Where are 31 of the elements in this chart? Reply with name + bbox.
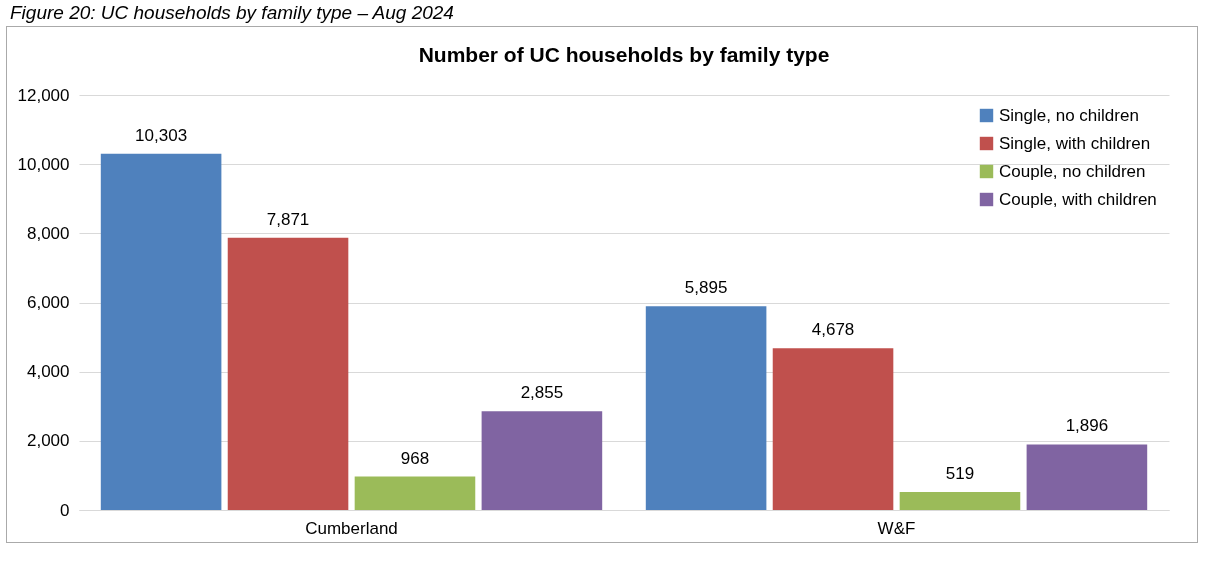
data-label: 2,855 xyxy=(520,383,564,403)
y-tick-label: 4,000 xyxy=(26,362,70,382)
caption: Figure 20: UC households by family type – Aug 2024 xyxy=(9,1,455,25)
bar xyxy=(100,153,222,510)
legend-label: Single, with children xyxy=(999,133,1151,153)
y-tick-label: 0 xyxy=(60,500,70,520)
chart-title: Number of UC households by family type xyxy=(418,43,830,66)
data-label: 968 xyxy=(400,448,430,468)
bar xyxy=(481,411,603,510)
y-tick-label: 12,000 xyxy=(17,85,70,105)
y-tick-label: 10,000 xyxy=(17,154,70,174)
bar xyxy=(899,492,1021,510)
data-label: 10,303 xyxy=(135,125,188,145)
y-tick-label: 6,000 xyxy=(26,293,70,312)
data-label: 1,896 xyxy=(1065,416,1109,436)
bar xyxy=(645,306,767,510)
data-label: 7,871 xyxy=(266,209,310,229)
bar xyxy=(354,476,476,510)
bar xyxy=(227,237,349,510)
legend-label: Couple, no children xyxy=(999,161,1146,181)
x-tick-label: Cumberland xyxy=(305,518,398,538)
y-tick-label: 8,000 xyxy=(26,223,70,243)
legend-label: Couple, with children xyxy=(999,189,1157,209)
data-label: 4,678 xyxy=(811,320,855,340)
y-tick-label: 2,000 xyxy=(26,431,70,451)
data-label: 519 xyxy=(945,464,975,484)
x-tick-label: W&F xyxy=(877,518,916,538)
legend-label: Single, no children xyxy=(999,105,1139,125)
data-label: 5,895 xyxy=(684,278,728,298)
bar xyxy=(1026,444,1148,510)
bar xyxy=(772,348,894,510)
